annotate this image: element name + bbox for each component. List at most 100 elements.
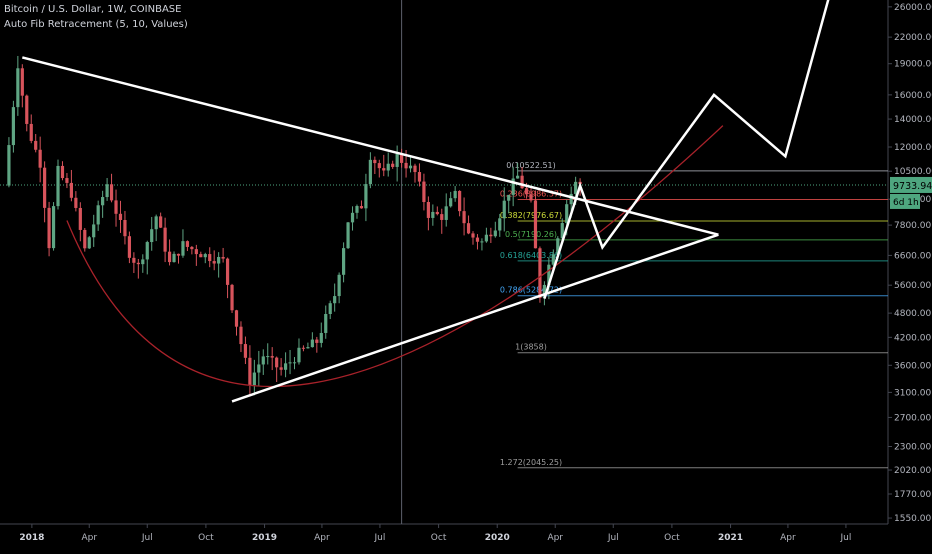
candle-body: [11, 107, 15, 146]
candle-body: [292, 362, 297, 364]
candle-body: [203, 254, 207, 258]
candle-body: [319, 332, 323, 343]
x-tick-label: Jul: [839, 533, 851, 543]
candle-body: [511, 178, 515, 195]
x-tick-label: 2018: [19, 533, 44, 543]
x-tick-label: Apr: [547, 533, 563, 543]
fib-level-label: 1.272(2045.25): [500, 458, 562, 467]
candle-body: [29, 123, 33, 141]
candle-body: [212, 261, 216, 264]
candle-body: [275, 357, 279, 368]
candle-body: [502, 200, 506, 219]
fib-level-label: 0.618(6403.86): [500, 251, 562, 260]
candle-body: [297, 347, 301, 363]
x-tick-label: Oct: [198, 533, 214, 543]
candle-body: [34, 140, 38, 150]
candle-body: [199, 254, 203, 258]
candle-body: [217, 256, 221, 264]
y-tick-label: 4200.00: [894, 333, 931, 343]
candle-body: [524, 188, 529, 195]
candle-body: [83, 229, 87, 249]
candle-body: [252, 372, 256, 386]
candle-body: [453, 190, 457, 199]
y-tick-label: 1770.00: [894, 490, 931, 500]
candle-body: [145, 242, 149, 260]
y-tick-label: 16000.00: [894, 91, 932, 101]
candle-body: [440, 214, 444, 220]
candle-body: [400, 153, 404, 163]
candle-body: [466, 223, 471, 234]
candle-body: [480, 241, 484, 243]
candle-body: [56, 165, 60, 207]
candle-body: [123, 220, 127, 237]
triangle-lower-line: [231, 233, 719, 403]
candle-body: [324, 314, 328, 333]
x-tick-label: Apr: [314, 533, 330, 543]
candle-body: [47, 207, 51, 249]
candle-body: [159, 216, 163, 228]
x-tick-label: Oct: [431, 533, 447, 543]
candle-body: [538, 248, 542, 298]
curve-arc: [66, 125, 724, 388]
candle-body: [7, 145, 11, 186]
candle-body: [301, 347, 306, 349]
candle-body: [413, 165, 417, 173]
candle-body: [355, 206, 359, 213]
candle-body: [449, 198, 453, 207]
candle-body: [118, 213, 123, 221]
candle-body: [458, 190, 462, 212]
y-tick-label: 3100.00: [894, 388, 931, 398]
x-tick-label: Oct: [664, 533, 680, 543]
candle-body: [230, 284, 234, 311]
candle-body: [92, 224, 96, 238]
candle-body: [489, 234, 493, 237]
candle-body: [395, 153, 399, 167]
candle-body: [475, 237, 480, 242]
candle-body: [181, 241, 185, 256]
candle-body: [20, 68, 24, 96]
candle-body: [261, 356, 265, 365]
x-tick-label: Apr: [81, 533, 97, 543]
candle-body: [310, 339, 314, 348]
y-tick-label: 5600.00: [894, 281, 931, 291]
y-tick-label: 10500.00: [894, 167, 932, 177]
candle-body: [341, 248, 346, 275]
fib-level-label: 0.786(5284.72): [500, 286, 562, 295]
candle-body: [279, 367, 283, 370]
y-tick-label: 3600.00: [894, 361, 931, 371]
countdown-bg: [890, 193, 920, 209]
candle-body: [462, 211, 466, 224]
candle-body: [127, 236, 132, 258]
x-tick-label: Jul: [374, 533, 386, 543]
candle-body: [547, 264, 551, 285]
x-tick-label: 2020: [485, 533, 510, 543]
candle-body: [569, 193, 573, 205]
candle-body: [141, 259, 145, 265]
candle-body: [560, 223, 564, 239]
candle-body: [243, 344, 248, 358]
candle-body: [154, 216, 158, 230]
candle-body: [359, 206, 364, 209]
candle-body: [368, 159, 372, 185]
candle-body: [257, 364, 261, 373]
candle-body: [109, 184, 114, 201]
y-tick-label: 6600.00: [894, 251, 931, 261]
candle-body: [248, 357, 252, 386]
candle-body: [60, 165, 65, 179]
candle-body: [163, 227, 167, 252]
candle-body: [114, 200, 118, 214]
fib-level-label: 0.382(7976.67): [500, 211, 562, 220]
bar-countdown-label: 6d 1h: [893, 198, 919, 208]
current-price-label: 9733.94: [893, 181, 932, 192]
candle-body: [498, 218, 502, 231]
candle-body: [225, 258, 230, 285]
candle-body: [172, 253, 176, 263]
candle-body: [529, 194, 533, 201]
indicator-label[interactable]: Auto Fib Retracement (5, 10, Values): [4, 19, 188, 30]
candle-body: [167, 251, 172, 263]
candle-body: [350, 212, 355, 223]
x-tick-label: Jul: [141, 533, 153, 543]
y-tick-label: 14000.00: [894, 115, 932, 125]
